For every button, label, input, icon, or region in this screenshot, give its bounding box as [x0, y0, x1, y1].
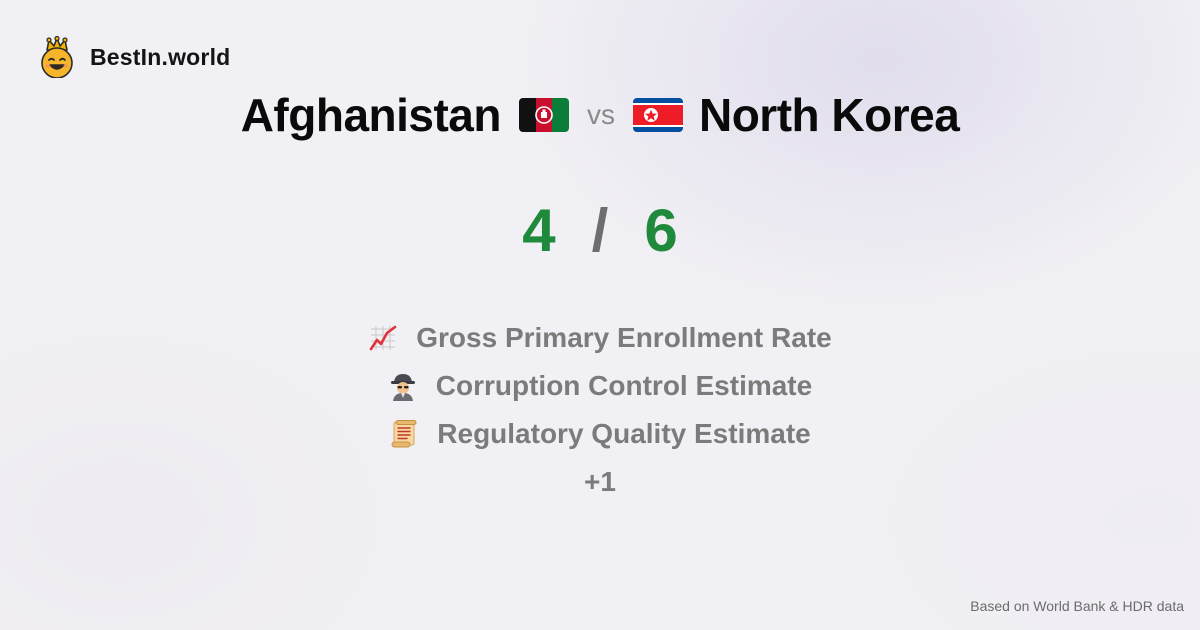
metric-item: Corruption Control Estimate	[388, 362, 812, 410]
score-separator: /	[591, 197, 609, 264]
scroll-icon	[391, 420, 417, 448]
comparison-title: Afghanistan vs North Korea	[0, 88, 1200, 142]
metric-label: Regulatory Quality Estimate	[437, 418, 811, 449]
metric-label: Corruption Control Estimate	[435, 370, 813, 401]
right-score: 6	[644, 197, 678, 264]
detective-icon	[390, 374, 415, 401]
right-country-name: North Korea	[698, 89, 960, 141]
left-score: 4	[522, 197, 556, 264]
metric-label: Gross Primary Enrollment Rate	[416, 322, 832, 353]
data-source-note: Based on World Bank & HDR data	[970, 598, 1184, 614]
metrics-list: Gross Primary Enrollment Rate Corruption…	[0, 314, 1200, 506]
chart-increasing-icon	[369, 325, 397, 351]
vs-label: vs	[586, 99, 615, 130]
brand[interactable]: BestIn.world	[38, 36, 230, 78]
crowned-smiley-icon	[41, 36, 73, 78]
metric-item: Regulatory Quality Estimate	[389, 410, 811, 458]
north-korea-flag-icon	[632, 98, 683, 132]
brand-name: BestIn.world	[90, 43, 231, 70]
metric-item: Gross Primary Enrollment Rate	[368, 314, 832, 362]
score-display: 4 / 6	[0, 196, 1200, 265]
more-metrics-count: +1	[584, 466, 616, 497]
afghanistan-flag-icon	[518, 98, 569, 132]
left-country-name: Afghanistan	[240, 89, 502, 141]
